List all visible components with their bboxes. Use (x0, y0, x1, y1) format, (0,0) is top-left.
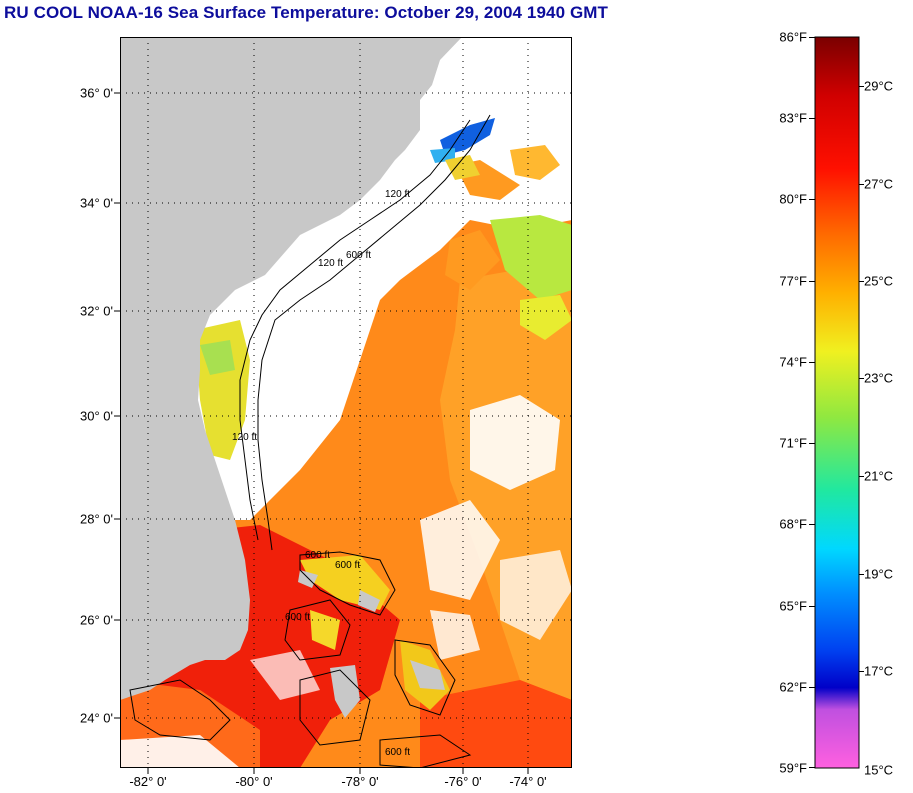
contour-labels: 120 ft 600 ft 120 ft 600 ft 120 ft 600 f… (232, 189, 410, 758)
colorbar-c-label: 19°C (864, 566, 894, 582)
lon-label: -74° 0' (509, 774, 547, 789)
contour-label: 120 ft (385, 189, 410, 200)
colorbar-f-label: 68°F (779, 516, 807, 532)
lon-label: -82° 0' (129, 774, 167, 789)
colorbar-f-tick (809, 281, 815, 282)
lon-label: -80° 0' (235, 774, 273, 789)
colorbar-f-label: 83°F (779, 110, 807, 126)
lon-label: -76° 0' (444, 774, 482, 789)
lon-label: -78° 0' (341, 774, 379, 789)
page-title: RU COOL NOAA-16 Sea Surface Temperature:… (4, 3, 609, 22)
colorbar-c-tick (859, 574, 864, 575)
lat-label: 32° 0' (80, 303, 113, 319)
colorbar-c-label: 29°C (864, 78, 894, 94)
colorbar-f-label: 65°F (779, 598, 807, 614)
colorbar-f-tick (809, 37, 815, 38)
lat-label: 26° 0' (80, 612, 113, 628)
colorbar-f-label: 86°F (779, 29, 807, 45)
contour-label: 120 ft (318, 258, 343, 269)
axis-ticks (114, 92, 529, 774)
contour-label: 120 ft (232, 432, 257, 443)
colorbar-f-tick (809, 118, 815, 119)
colorbar (814, 36, 860, 769)
colorbar-c-tick (859, 184, 864, 185)
colorbar-f-tick (809, 606, 815, 607)
colorbar-f-label: 80°F (779, 191, 807, 207)
colorbar-f-label: 77°F (779, 273, 807, 289)
colorbar-c-label: 21°C (864, 468, 894, 484)
lat-label: 34° 0' (80, 195, 113, 211)
contour-label: 600 ft (385, 747, 410, 758)
colorbar-f-tick (809, 199, 815, 200)
colorbar-f-label: 59°F (779, 760, 807, 776)
colorbar-c-tick (859, 476, 864, 477)
colorbar-f-label: 74°F (779, 354, 807, 370)
colorbar-c-tick (859, 86, 864, 87)
colorbar-c-tick (859, 378, 864, 379)
colorbar-f-tick (809, 362, 815, 363)
colorbar-c-label: 17°C (864, 663, 894, 679)
colorbar-f-tick (809, 524, 815, 525)
contour-label: 600 ft (305, 550, 330, 561)
colorbar-f-tick (809, 687, 815, 688)
contour-label: 600 ft (346, 250, 371, 261)
contour-label: 600 ft (335, 560, 360, 571)
lat-label: 28° 0' (80, 511, 113, 527)
colorbar-f-tick (809, 767, 815, 768)
colorbar-c-label: 15°C (864, 762, 894, 778)
lat-label: 30° 0' (80, 408, 113, 424)
colorbar-c-tick (859, 281, 864, 282)
lat-label: 36° 0' (80, 85, 113, 101)
colorbar-c-label: 25°C (864, 273, 894, 289)
lat-label: 24° 0' (80, 710, 113, 726)
colorbar-c-tick (859, 671, 864, 672)
colorbar-f-label: 62°F (779, 679, 807, 695)
colorbar-c-label: 27°C (864, 176, 894, 192)
contour-label: 600 ft (285, 612, 310, 623)
colorbar-f-label: 71°F (779, 435, 807, 451)
colorbar-c-label: 23°C (864, 370, 894, 386)
colorbar-f-tick (809, 443, 815, 444)
map-frame (120, 37, 572, 768)
